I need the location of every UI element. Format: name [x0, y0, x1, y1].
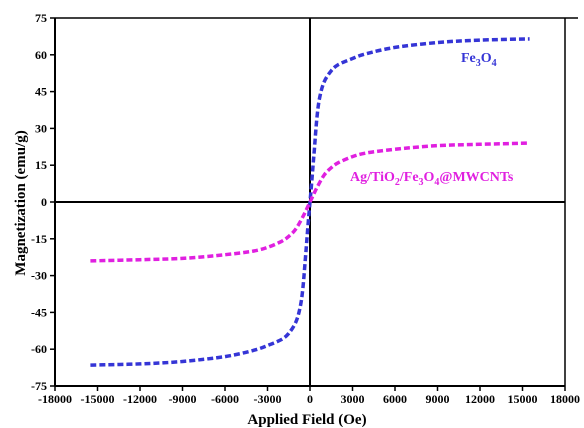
y-tick-label: -30 [31, 269, 47, 283]
y-tick-label: 30 [35, 121, 47, 135]
composite-sub-3: 3 [419, 177, 424, 188]
x-tick-label: 15000 [508, 392, 538, 406]
series-line-composite [90, 141, 530, 263]
x-tick-label: -9000 [169, 392, 197, 406]
series-group [90, 37, 530, 367]
series-line-fe3o4 [90, 37, 530, 367]
x-tick-label: 6000 [383, 392, 407, 406]
x-tick-label: -3000 [254, 392, 282, 406]
composite-mwcnts: @MWCNTs [439, 170, 514, 185]
composite-o: O [424, 170, 435, 185]
composite-fe: /Fe [399, 170, 419, 185]
composite-sub-2: 2 [395, 177, 400, 188]
x-tick-label: 9000 [426, 392, 450, 406]
x-axis-title: Applied Field (Oe) [247, 412, 366, 428]
fe3o4-sub-4: 4 [492, 58, 497, 69]
fe3o4-o: O [481, 51, 492, 66]
composite-sub-4: 4 [434, 177, 439, 188]
y-tick-label: -75 [31, 379, 47, 393]
y-tick-label: 45 [35, 85, 47, 99]
x-tick-label: 0 [307, 392, 313, 406]
y-tick-label: 75 [35, 11, 47, 25]
series-label-composite: Ag/TiO2/Fe3O4@MWCNTs [350, 170, 514, 188]
series-label-fe3o4: Fe3O4 [461, 51, 497, 69]
x-tick-label: 3000 [341, 392, 365, 406]
y-tick-label: -45 [31, 305, 47, 319]
x-tick-label: -15000 [81, 392, 115, 406]
x-tick-label: -6000 [211, 392, 239, 406]
series-annotations: Fe3O4 Ag/TiO2/Fe3O4@MWCNTs [350, 51, 514, 188]
fe3o4-sub-3: 3 [476, 58, 481, 69]
y-axis-title: Magnetization (emu/g) [13, 130, 29, 275]
y-tick-label: 15 [35, 158, 47, 172]
x-tick-label: -18000 [38, 392, 72, 406]
y-tick-label: 0 [41, 195, 47, 209]
y-tick-label: 60 [35, 48, 47, 62]
y-tick-label: -60 [31, 342, 47, 356]
plot-area [50, 17, 578, 391]
x-tick-label: 18000 [550, 392, 580, 406]
x-tick-label: -12000 [123, 392, 157, 406]
x-tick-label: 12000 [465, 392, 495, 406]
y-tick-label: -15 [31, 232, 47, 246]
